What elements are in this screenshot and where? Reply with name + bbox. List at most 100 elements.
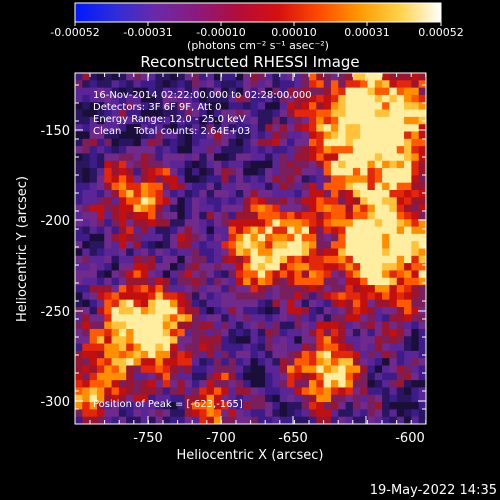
image-pixel bbox=[243, 248, 251, 257]
image-pixel bbox=[82, 285, 91, 293]
image-pixel bbox=[316, 248, 325, 257]
image-pixel bbox=[257, 131, 266, 140]
image-pixel bbox=[118, 380, 127, 388]
image-pixel bbox=[301, 80, 310, 89]
image-pixel bbox=[221, 402, 229, 410]
image-pixel bbox=[309, 233, 317, 242]
image-pixel bbox=[235, 116, 244, 125]
image-pixel bbox=[330, 343, 339, 352]
image-pixel bbox=[411, 160, 420, 169]
image-pixel bbox=[133, 299, 142, 308]
image-pixel bbox=[126, 387, 134, 396]
image-pixel bbox=[360, 321, 368, 330]
image-pixel bbox=[199, 263, 208, 271]
image-pixel bbox=[411, 153, 420, 162]
image-pixel bbox=[170, 307, 178, 315]
image-pixel bbox=[265, 248, 273, 257]
image-pixel bbox=[287, 116, 295, 125]
image-pixel bbox=[279, 226, 288, 235]
image-pixel bbox=[418, 87, 426, 96]
image-pixel bbox=[213, 277, 222, 286]
image-pixel bbox=[396, 358, 405, 366]
image-pixel bbox=[316, 372, 325, 381]
image-pixel bbox=[243, 372, 251, 381]
image-pixel bbox=[279, 372, 288, 381]
image-pixel bbox=[287, 270, 295, 279]
image-pixel bbox=[279, 168, 288, 176]
image-pixel bbox=[111, 248, 120, 257]
image-pixel bbox=[352, 94, 361, 103]
image-pixel bbox=[96, 380, 105, 388]
image-pixel bbox=[148, 380, 156, 388]
image-pixel bbox=[382, 350, 390, 359]
image-pixel bbox=[367, 197, 376, 206]
image-pixel bbox=[192, 80, 200, 89]
x-tick-label-2: -650 bbox=[278, 431, 308, 446]
y-tick-label-2: -250 bbox=[40, 305, 70, 320]
image-pixel bbox=[345, 160, 354, 169]
image-pixel bbox=[382, 263, 390, 271]
image-pixel bbox=[338, 248, 346, 257]
image-pixel bbox=[96, 197, 105, 206]
image-pixel bbox=[360, 124, 368, 132]
image-pixel bbox=[345, 248, 354, 257]
image-pixel bbox=[338, 87, 346, 96]
image-pixel bbox=[345, 168, 354, 176]
image-pixel bbox=[382, 321, 390, 330]
image-pixel bbox=[323, 336, 332, 344]
image-pixel bbox=[221, 394, 229, 403]
image-pixel bbox=[301, 372, 310, 381]
image-pixel bbox=[389, 372, 398, 381]
image-pixel bbox=[265, 241, 273, 249]
image-pixel bbox=[82, 102, 91, 110]
image-pixel bbox=[352, 109, 361, 118]
image-pixel bbox=[345, 73, 354, 81]
image-pixel bbox=[352, 299, 361, 308]
image-pixel bbox=[411, 402, 420, 410]
image-pixel bbox=[279, 402, 288, 410]
image-pixel bbox=[228, 138, 237, 147]
image-pixel bbox=[367, 109, 376, 118]
image-pixel bbox=[140, 299, 149, 308]
image-pixel bbox=[257, 87, 266, 96]
image-pixel bbox=[316, 387, 325, 396]
image-pixel bbox=[374, 409, 383, 418]
image-pixel bbox=[221, 131, 229, 140]
image-pixel bbox=[170, 146, 178, 154]
image-pixel bbox=[75, 109, 83, 118]
image-pixel bbox=[155, 131, 164, 140]
image-pixel bbox=[330, 248, 339, 257]
image-pixel bbox=[265, 204, 273, 213]
image-pixel bbox=[155, 380, 164, 388]
image-pixel bbox=[382, 402, 390, 410]
image-pixel bbox=[199, 277, 208, 286]
image-pixel bbox=[206, 197, 215, 206]
image-pixel bbox=[155, 350, 164, 359]
image-pixel bbox=[294, 226, 303, 235]
image-pixel bbox=[155, 80, 164, 89]
image-pixel bbox=[316, 307, 325, 315]
image-pixel bbox=[206, 270, 215, 279]
image-pixel bbox=[206, 102, 215, 110]
image-pixel bbox=[287, 160, 295, 169]
image-pixel bbox=[360, 197, 368, 206]
image-pixel bbox=[382, 233, 390, 242]
image-pixel bbox=[199, 336, 208, 344]
image-pixel bbox=[104, 402, 112, 410]
image-pixel bbox=[111, 343, 120, 352]
image-pixel bbox=[360, 365, 368, 374]
image-pixel bbox=[148, 328, 156, 337]
image-pixel bbox=[228, 124, 237, 132]
image-pixel bbox=[170, 153, 178, 162]
image-pixel bbox=[133, 416, 142, 424]
image-pixel bbox=[389, 109, 398, 118]
image-pixel bbox=[170, 190, 178, 198]
image-pixel bbox=[199, 358, 208, 366]
image-pixel bbox=[382, 146, 390, 154]
image-pixel bbox=[126, 350, 134, 359]
image-pixel bbox=[404, 263, 412, 271]
image-pixel bbox=[374, 233, 383, 242]
image-pixel bbox=[162, 197, 171, 206]
image-pixel bbox=[294, 285, 303, 293]
image-pixel bbox=[404, 321, 412, 330]
